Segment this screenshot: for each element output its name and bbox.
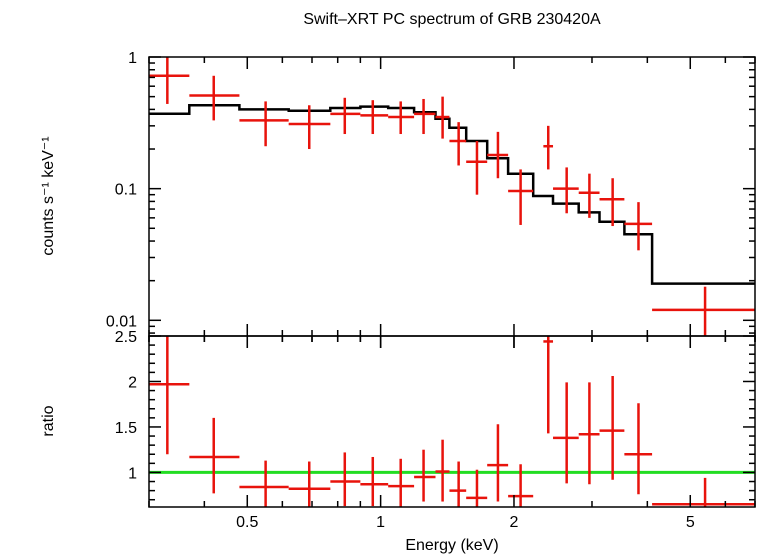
spectrum-data-point bbox=[414, 98, 436, 135]
axes: 0.5 1 2 5 1 0.1 0.012.5 2 1.5 1 bbox=[106, 50, 756, 531]
ratio-data-point bbox=[487, 424, 509, 502]
ratio-data-point bbox=[189, 417, 240, 494]
spectrum-data-point bbox=[189, 75, 240, 121]
x-tick-label: 0.5 bbox=[236, 514, 258, 531]
spectrum-data-point bbox=[624, 202, 653, 251]
ratio-data-point bbox=[543, 336, 554, 434]
spectrum-panel-data bbox=[149, 57, 755, 336]
spectrum-data-point bbox=[578, 173, 600, 218]
model-step-line bbox=[149, 104, 755, 285]
spectrum-data-point bbox=[543, 125, 554, 170]
spectrum-data-point bbox=[599, 178, 625, 227]
ratio-data-point bbox=[508, 464, 534, 507]
spectrum-data-point bbox=[508, 169, 534, 225]
ratio-panel-data bbox=[149, 336, 755, 507]
spectrum-panel-frame bbox=[148, 56, 756, 337]
ratio-data-point bbox=[149, 336, 190, 455]
ratio-data-point bbox=[578, 382, 600, 485]
spectrum-data-point bbox=[330, 97, 361, 135]
spectrum-data-point bbox=[449, 122, 467, 166]
ratio-data-point bbox=[288, 461, 331, 507]
chart-title: Swift–XRT PC spectrum of GRB 230420A bbox=[303, 11, 601, 28]
ratio-data-point bbox=[466, 469, 488, 507]
ratio-data-point bbox=[414, 449, 436, 502]
spectrum-y-tick-label: 0.1 bbox=[115, 182, 137, 199]
ratio-y-tick-label: 2.5 bbox=[115, 329, 137, 346]
x-tick-label: 2 bbox=[510, 514, 519, 531]
ratio-data-point bbox=[239, 460, 289, 507]
spectrum-y-tick-label: 1 bbox=[128, 50, 137, 67]
ratio-data-point bbox=[360, 456, 389, 507]
x-tick-label: 1 bbox=[376, 514, 385, 531]
spectrum-data-point bbox=[288, 105, 331, 150]
ratio-data-point bbox=[624, 403, 653, 495]
ratio-y-tick-label: 2 bbox=[128, 374, 137, 391]
spectrum-data-point bbox=[466, 141, 488, 195]
spectrum-data-point bbox=[360, 100, 389, 135]
spectrum-y-axis-label: counts s⁻¹ keV⁻¹ bbox=[40, 136, 57, 255]
ratio-data-point bbox=[388, 458, 415, 507]
ratio-y-axis-label: ratio bbox=[40, 405, 57, 436]
x-tick-label: 5 bbox=[686, 514, 695, 531]
x-axis-label: Energy (keV) bbox=[405, 537, 498, 554]
spectrum-data-point bbox=[149, 57, 190, 104]
ratio-y-tick-label: 1 bbox=[128, 465, 137, 482]
ratio-data-point bbox=[652, 477, 755, 507]
ratio-y-tick-label: 1.5 bbox=[115, 420, 137, 437]
ratio-data-point bbox=[599, 376, 625, 480]
spectrum-data-point bbox=[435, 96, 450, 139]
ratio-panel-frame bbox=[148, 335, 756, 508]
ratio-data-point bbox=[330, 452, 361, 507]
ratio-data-point bbox=[553, 382, 579, 484]
spectrum-data-point bbox=[388, 101, 415, 135]
ratio-data-point bbox=[435, 439, 450, 502]
spectrum-data-point bbox=[487, 131, 509, 179]
spectrum-data-point bbox=[553, 167, 579, 214]
spectrum-y-tick-label: 0.01 bbox=[106, 313, 137, 330]
spectrum-data-point bbox=[239, 101, 289, 147]
ratio-data-point bbox=[449, 461, 467, 507]
spectrum-data-point bbox=[652, 286, 755, 336]
